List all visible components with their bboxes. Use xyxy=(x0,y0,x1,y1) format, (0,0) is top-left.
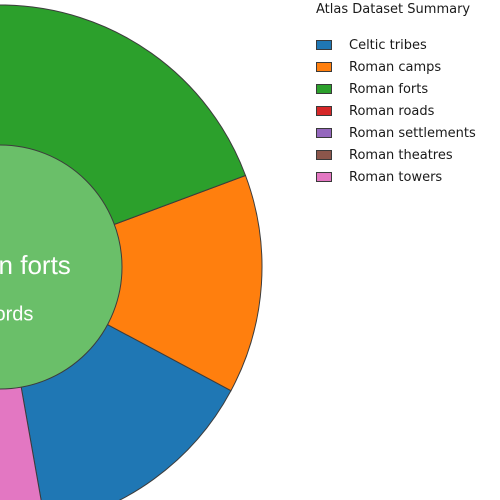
legend-swatch xyxy=(316,106,332,116)
legend-swatch xyxy=(316,40,332,50)
legend-item: Roman theatres xyxy=(316,144,500,166)
legend-swatch xyxy=(316,84,332,94)
legend-item: Roman towers xyxy=(316,166,500,188)
legend-swatch xyxy=(316,172,332,182)
legend: Atlas Dataset Summary Celtic tribes Roman… xyxy=(316,0,500,188)
legend-swatch xyxy=(316,150,332,160)
legend-item: Roman camps xyxy=(316,56,500,78)
legend-label: Roman settlements xyxy=(349,125,476,141)
legend-title: Atlas Dataset Summary xyxy=(316,2,471,17)
legend-list: Celtic tribes Roman camps Roman forts Roman… xyxy=(316,34,500,188)
legend-label: Celtic tribes xyxy=(349,37,427,53)
legend-label: Roman theatres xyxy=(349,147,453,163)
legend-label: Roman towers xyxy=(349,169,443,185)
legend-label: Roman camps xyxy=(349,59,442,75)
center-circle xyxy=(0,144,123,390)
legend-item: Roman forts xyxy=(316,78,500,100)
legend-item: Roman roads xyxy=(316,100,500,122)
legend-label: Roman roads xyxy=(349,103,435,119)
legend-swatch xyxy=(316,128,332,138)
center-sublabel: records xyxy=(0,303,33,325)
legend-swatch xyxy=(316,62,332,72)
center-label: Roman forts xyxy=(0,250,71,280)
legend-item: Roman settlements xyxy=(316,122,500,144)
legend-item: Celtic tribes xyxy=(316,34,500,56)
slice-roman-camps xyxy=(0,174,263,392)
legend-label: Roman forts xyxy=(349,81,429,97)
